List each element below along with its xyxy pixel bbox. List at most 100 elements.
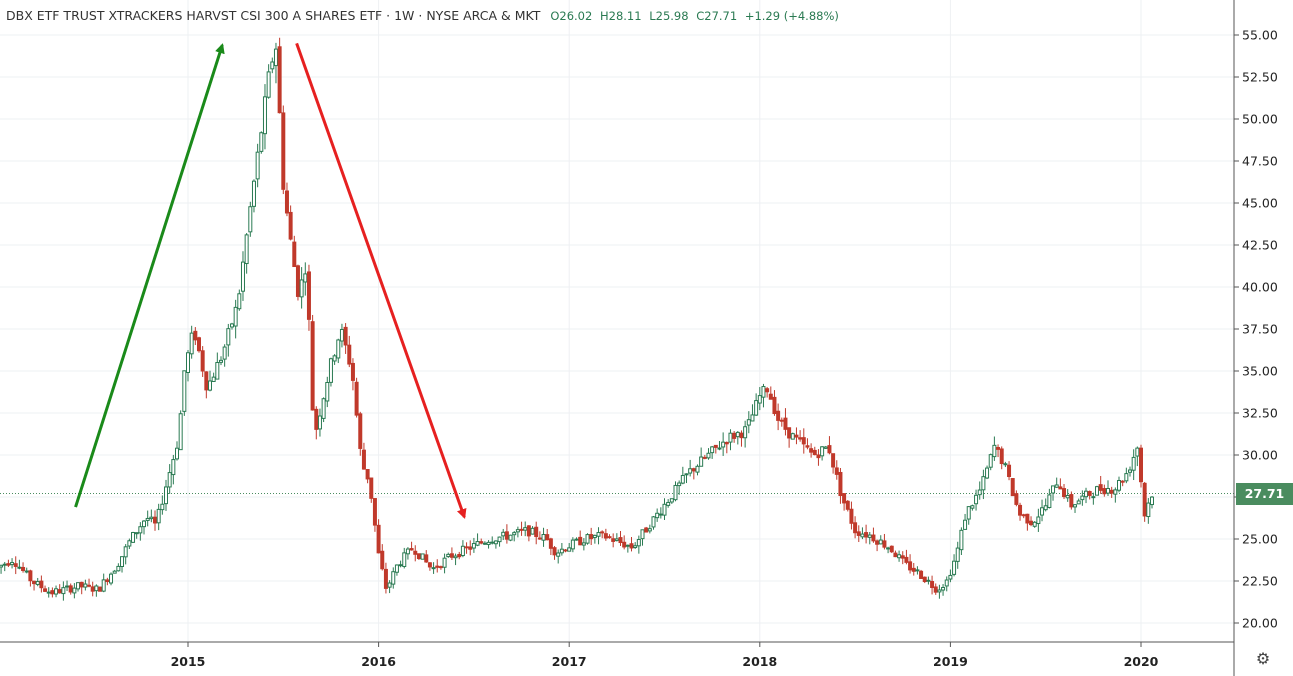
candle (798, 430, 803, 442)
candle-body (812, 449, 817, 456)
candle-body (138, 526, 143, 534)
candle (65, 580, 70, 591)
candle (710, 445, 715, 459)
candle (142, 520, 147, 535)
candle (688, 459, 693, 477)
candle (926, 576, 931, 585)
candle (805, 438, 810, 450)
x-tick-label: 2016 (361, 654, 396, 669)
candle-body (501, 531, 506, 537)
candle (288, 205, 293, 241)
candle-body (427, 562, 432, 568)
candle-body (754, 400, 759, 416)
candle-body (515, 529, 520, 533)
candle-body (541, 534, 546, 541)
candle (977, 481, 982, 500)
candle-body (369, 477, 374, 499)
candle (644, 526, 649, 533)
candle-body (1109, 489, 1114, 494)
candle (457, 551, 462, 560)
candle-body (941, 586, 946, 591)
candle (299, 267, 304, 309)
candle-body (237, 293, 242, 310)
candle-body (607, 536, 612, 539)
candle (167, 464, 172, 494)
candle-body (1040, 507, 1045, 516)
candle-body (72, 587, 77, 594)
candle (1054, 477, 1059, 488)
gear-icon[interactable]: ⚙ (1255, 649, 1271, 668)
candle-body (1076, 500, 1081, 505)
candle (856, 525, 861, 543)
candle-body (1073, 504, 1078, 508)
candle-body (94, 585, 99, 592)
x-tick-label: 2018 (742, 654, 777, 669)
candle-body (651, 516, 656, 528)
candle-body (244, 234, 249, 265)
candle-body (145, 517, 150, 521)
candle (974, 489, 979, 511)
candle (941, 584, 946, 596)
candle (1098, 475, 1103, 494)
candle-body (622, 541, 627, 548)
candle-body (728, 432, 733, 443)
candle-body (123, 546, 128, 558)
candle (116, 563, 121, 572)
candle (878, 535, 883, 545)
candle-body (1113, 489, 1118, 495)
candle-body (765, 388, 770, 393)
candle (0, 564, 4, 574)
candle (387, 580, 392, 594)
candle-body (669, 498, 674, 503)
candle-body (871, 534, 876, 542)
candle-body (834, 467, 839, 475)
candle-body (559, 548, 564, 554)
candle-body (2, 563, 7, 566)
candle-body (1036, 516, 1041, 525)
candle (453, 553, 458, 566)
candle-body (1142, 482, 1147, 517)
candle (226, 323, 231, 357)
candle (486, 540, 491, 549)
candle (900, 551, 905, 565)
candle-body (65, 585, 70, 588)
candle-body (321, 398, 326, 419)
candle-body (57, 589, 62, 594)
candle-body (457, 553, 462, 558)
candle-body (952, 560, 957, 575)
candle (90, 581, 95, 597)
y-tick-label: 20.00 (1242, 616, 1278, 631)
candle-body (922, 576, 927, 583)
y-tick-label: 52.50 (1242, 70, 1278, 85)
candle (57, 584, 62, 594)
candle (35, 577, 40, 587)
candle (776, 403, 781, 431)
candle-body (17, 566, 22, 569)
candle-body (673, 484, 678, 501)
candle-body (772, 396, 777, 415)
candle (585, 533, 590, 545)
candle (882, 533, 887, 550)
candle (713, 444, 718, 454)
candle-body (468, 546, 473, 550)
candle-body (695, 465, 700, 473)
candle (919, 569, 924, 579)
candle-body (937, 589, 942, 593)
candle (735, 430, 740, 445)
candle (952, 554, 957, 577)
candle-body (662, 503, 667, 516)
candle-body (614, 538, 619, 541)
candle-body (493, 540, 498, 545)
candle (662, 498, 667, 521)
candle (831, 453, 836, 474)
candle-body (350, 362, 355, 381)
candle-body (109, 573, 114, 584)
candle (988, 453, 993, 471)
candle-body (944, 579, 949, 587)
candle (702, 454, 707, 460)
candle (739, 430, 744, 447)
candle (970, 504, 975, 511)
candle (570, 537, 575, 553)
candle-body (270, 61, 275, 70)
